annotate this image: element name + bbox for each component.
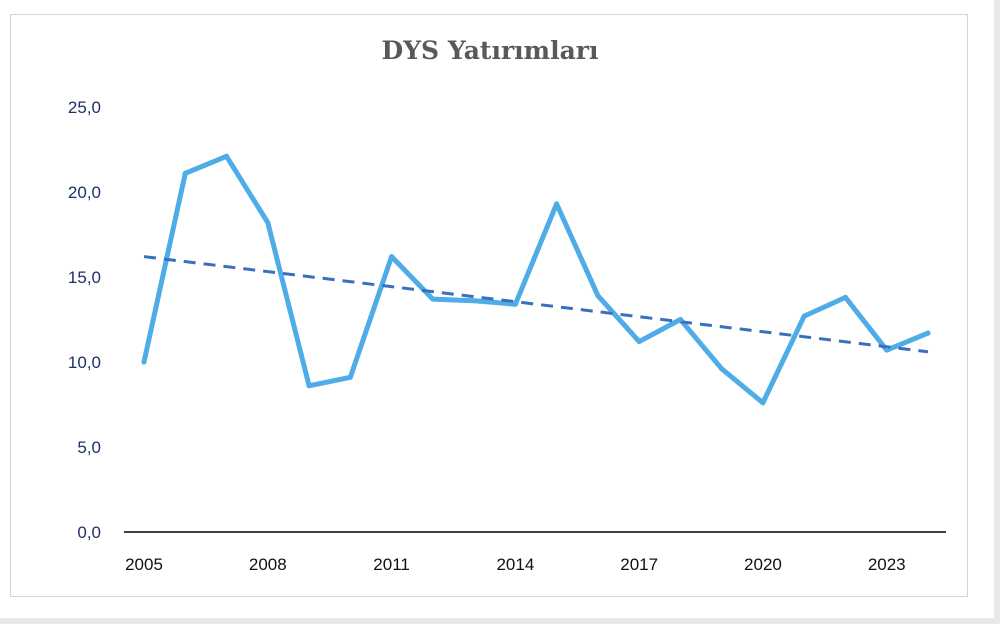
data-point-2006 bbox=[182, 170, 188, 176]
data-point-2012 bbox=[430, 296, 436, 302]
x-tick-label: 2017 bbox=[620, 555, 658, 574]
data-point-2017 bbox=[636, 339, 642, 345]
x-tick-label: 2008 bbox=[249, 555, 287, 574]
y-tick-label: 15,0 bbox=[68, 268, 101, 287]
data-point-2022 bbox=[842, 294, 848, 300]
x-tick-label: 2020 bbox=[744, 555, 782, 574]
data-point-2024 bbox=[925, 330, 931, 336]
y-tick-label: 5,0 bbox=[77, 438, 101, 457]
data-point-2020 bbox=[760, 400, 766, 406]
x-tick-label: 2014 bbox=[496, 555, 534, 574]
trendline bbox=[143, 255, 929, 354]
data-point-2005 bbox=[141, 359, 147, 365]
y-axis-ticks: 0,0 5,0 10,0 15,0 20,0 25,0 bbox=[68, 98, 101, 542]
x-tick-label: 2011 bbox=[373, 555, 410, 574]
series-line bbox=[141, 153, 931, 406]
x-tick-label: 2005 bbox=[125, 555, 163, 574]
data-point-2011 bbox=[389, 254, 395, 260]
data-point-2023 bbox=[884, 347, 890, 353]
data-point-2014 bbox=[512, 301, 518, 307]
data-point-2008 bbox=[265, 220, 271, 226]
x-axis-ticks: 2005 2008 2011 2014 2017 2020 2023 bbox=[125, 555, 906, 574]
data-point-2010 bbox=[347, 374, 353, 380]
chart-title: DYS Yatırımları bbox=[381, 36, 599, 65]
y-tick-label: 10,0 bbox=[68, 353, 101, 372]
chart-area bbox=[10, 14, 968, 597]
data-point-2021 bbox=[801, 313, 807, 319]
data-point-2016 bbox=[595, 293, 601, 299]
data-point-2013 bbox=[471, 298, 477, 304]
data-point-2015 bbox=[554, 201, 560, 207]
data-points bbox=[141, 153, 931, 406]
y-tick-label: 0,0 bbox=[77, 523, 101, 542]
y-tick-label: 25,0 bbox=[68, 98, 101, 117]
data-point-2007 bbox=[224, 153, 230, 159]
y-tick-label: 20,0 bbox=[68, 183, 101, 202]
data-point-2018 bbox=[677, 317, 683, 322]
data-point-2019 bbox=[719, 366, 725, 372]
x-tick-label: 2023 bbox=[868, 555, 906, 574]
data-point-2009 bbox=[306, 383, 312, 389]
